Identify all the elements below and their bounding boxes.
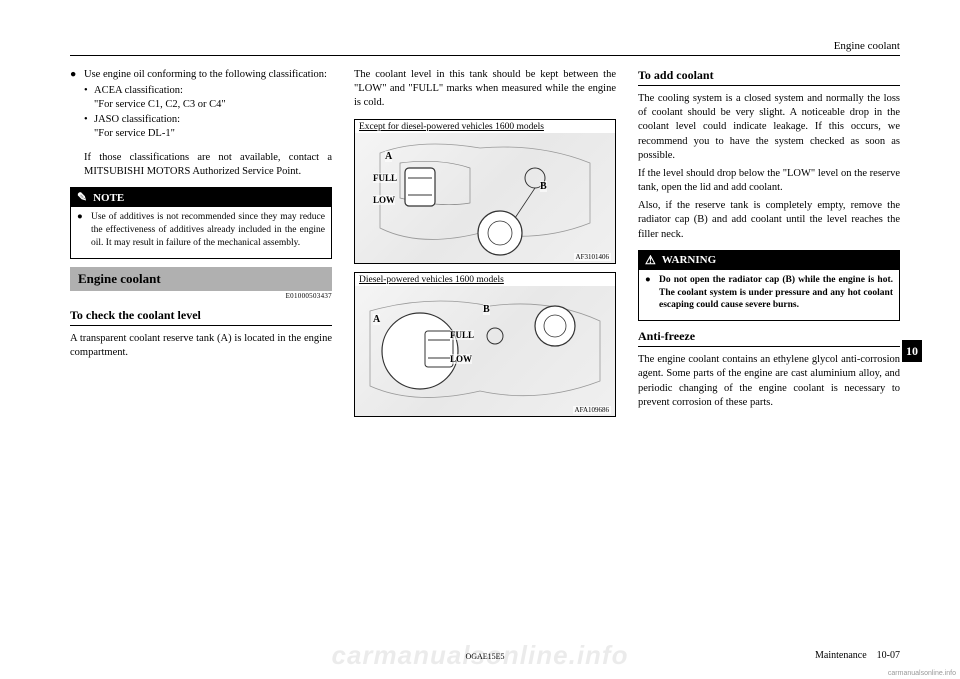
footer-page-number: 10-07: [877, 650, 900, 661]
warning-title-bar: ⚠ WARNING: [639, 251, 899, 270]
watermark-corner: carmanualsonline.info: [888, 670, 956, 677]
sub-list-item: •JASO classification:: [70, 113, 332, 127]
note-title-text: NOTE: [93, 192, 124, 204]
dot-icon: •: [84, 84, 94, 98]
bullet-icon: ●: [70, 68, 84, 82]
column-3: To add coolant The cooling system is a c…: [638, 68, 900, 425]
footer-section: Maintenance: [815, 650, 867, 661]
leaf-icon: ✎: [77, 190, 87, 205]
figure-2: Diesel-powered vehicles 1600 models A FU…: [354, 272, 616, 417]
paragraph: If those classifications are not availab…: [70, 151, 332, 179]
sub-label: JASO classification:: [94, 114, 180, 125]
sub-value: "For service C1, C2, C3 or C4": [70, 98, 332, 112]
reference-code: E01000503437: [70, 292, 332, 300]
list-item: ● Use of additives is not recommended si…: [77, 211, 325, 249]
manual-page: Engine coolant ● Use engine oil conformi…: [0, 0, 960, 679]
bullet-text: Use engine oil conforming to the followi…: [84, 68, 332, 82]
warning-title-text: WARNING: [662, 254, 716, 266]
section-heading-bar: Engine coolant: [70, 267, 332, 291]
figure-caption: Except for diesel-powered vehicles 1600 …: [355, 120, 615, 133]
sub-label: ACEA classification:: [94, 85, 183, 96]
label-low: LOW: [373, 195, 395, 205]
dot-icon: •: [84, 113, 94, 127]
label-b: B: [483, 304, 490, 315]
sub-list-item: •ACEA classification:: [70, 84, 332, 98]
figure-1: Except for diesel-powered vehicles 1600 …: [354, 119, 616, 264]
figure-body: A FULL LOW B AF3101406: [355, 133, 615, 263]
paragraph: If the level should drop below the "LOW"…: [638, 167, 900, 195]
label-full: FULL: [450, 330, 474, 340]
warning-icon: ⚠: [645, 253, 656, 268]
label-a: A: [385, 151, 392, 162]
header-section-title: Engine coolant: [70, 40, 900, 56]
footer-doc-code: OGAE15E5: [465, 652, 504, 661]
chapter-tab: 10: [902, 340, 922, 362]
column-2: The coolant level in this tank should be…: [354, 68, 616, 425]
sub-heading: To check the coolant level: [70, 308, 332, 326]
list-item: ● Use engine oil conforming to the follo…: [70, 68, 332, 82]
bullet-icon: ●: [77, 211, 91, 249]
figure-code: AFA109686: [573, 406, 611, 414]
paragraph: The coolant level in this tank should be…: [354, 68, 616, 111]
column-1: ● Use engine oil conforming to the follo…: [70, 68, 332, 425]
paragraph: The engine coolant contains an ethylene …: [638, 353, 900, 410]
label-b: B: [540, 181, 547, 192]
sub-heading: To add coolant: [638, 68, 900, 86]
sub-heading: Anti-freeze: [638, 329, 900, 347]
label-full: FULL: [373, 173, 397, 183]
figure-caption: Diesel-powered vehicles 1600 models: [355, 273, 615, 286]
warning-text: Do not open the radiator cap (B) while t…: [659, 274, 893, 312]
label-a: A: [373, 314, 380, 325]
note-title-bar: ✎ NOTE: [71, 188, 331, 207]
page-footer: OGAE15E5 Maintenance 10-07: [70, 650, 900, 661]
sub-value: "For service DL-1": [70, 127, 332, 141]
footer-right: Maintenance 10-07: [815, 650, 900, 661]
content-columns: ● Use engine oil conforming to the follo…: [70, 68, 900, 425]
note-text: Use of additives is not recommended sinc…: [91, 211, 325, 249]
paragraph: A transparent coolant reserve tank (A) i…: [70, 332, 332, 360]
label-low: LOW: [450, 354, 472, 364]
warning-callout: ⚠ WARNING ● Do not open the radiator cap…: [638, 250, 900, 321]
note-body: ● Use of additives is not recommended si…: [71, 207, 331, 257]
figure-body: A FULL LOW B AFA109686: [355, 286, 615, 416]
paragraph: Also, if the reserve tank is completely …: [638, 199, 900, 242]
paragraph: The cooling system is a closed system an…: [638, 92, 900, 163]
bullet-icon: ●: [645, 274, 659, 312]
warning-body: ● Do not open the radiator cap (B) while…: [639, 270, 899, 320]
figure-code: AF3101406: [574, 253, 611, 261]
list-item: ● Do not open the radiator cap (B) while…: [645, 274, 893, 312]
note-callout: ✎ NOTE ● Use of additives is not recomme…: [70, 187, 332, 258]
